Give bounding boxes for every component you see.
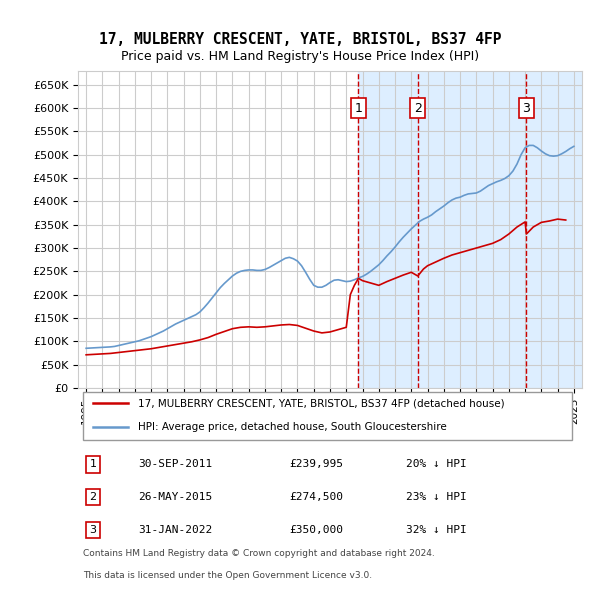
Text: £239,995: £239,995 [290, 459, 344, 469]
Text: 17, MULBERRY CRESCENT, YATE, BRISTOL, BS37 4FP (detached house): 17, MULBERRY CRESCENT, YATE, BRISTOL, BS… [139, 398, 505, 408]
Text: 31-JAN-2022: 31-JAN-2022 [139, 525, 213, 535]
Text: 3: 3 [89, 525, 97, 535]
Text: 17, MULBERRY CRESCENT, YATE, BRISTOL, BS37 4FP: 17, MULBERRY CRESCENT, YATE, BRISTOL, BS… [99, 32, 501, 47]
Text: 2: 2 [89, 492, 97, 502]
Text: 20% ↓ HPI: 20% ↓ HPI [406, 459, 466, 469]
Text: Price paid vs. HM Land Registry's House Price Index (HPI): Price paid vs. HM Land Registry's House … [121, 50, 479, 63]
Text: 3: 3 [523, 101, 530, 114]
Text: 30-SEP-2011: 30-SEP-2011 [139, 459, 213, 469]
Text: Contains HM Land Registry data © Crown copyright and database right 2024.: Contains HM Land Registry data © Crown c… [83, 549, 435, 558]
Bar [418, 71, 526, 388]
Text: 32% ↓ HPI: 32% ↓ HPI [406, 525, 466, 535]
Text: This data is licensed under the Open Government Licence v3.0.: This data is licensed under the Open Gov… [83, 571, 372, 580]
Text: 1: 1 [355, 101, 362, 114]
Text: 26-MAY-2015: 26-MAY-2015 [139, 492, 213, 502]
Bar [358, 71, 418, 388]
Text: £350,000: £350,000 [290, 525, 344, 535]
Bar [526, 71, 582, 388]
FancyBboxPatch shape [83, 392, 572, 440]
Text: HPI: Average price, detached house, South Gloucestershire: HPI: Average price, detached house, Sout… [139, 422, 447, 432]
Text: £274,500: £274,500 [290, 492, 344, 502]
Text: 1: 1 [89, 459, 97, 469]
Text: 2: 2 [414, 101, 422, 114]
Text: 23% ↓ HPI: 23% ↓ HPI [406, 492, 466, 502]
